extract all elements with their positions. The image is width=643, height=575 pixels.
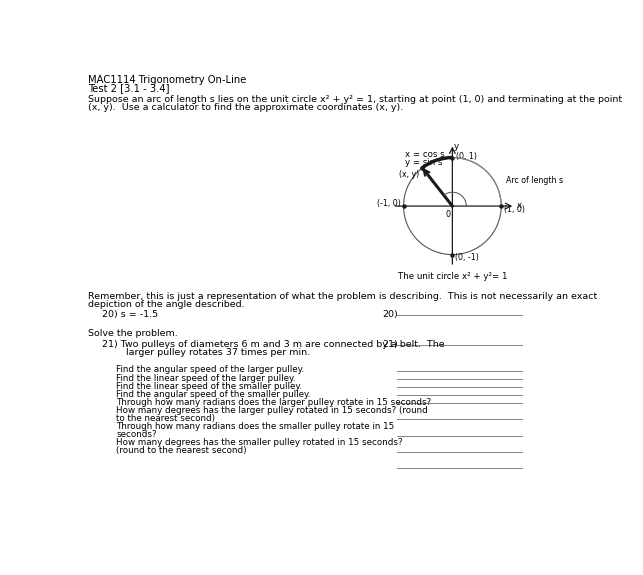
Text: The unit circle x² + y²= 1: The unit circle x² + y²= 1	[397, 271, 507, 281]
Text: depiction of the angle described.: depiction of the angle described.	[88, 300, 245, 309]
Text: Solve the problem.: Solve the problem.	[88, 329, 178, 338]
Text: Find the angular speed of the smaller pulley.: Find the angular speed of the smaller pu…	[116, 390, 311, 398]
Text: Test 2 [3.1 - 3.4]: Test 2 [3.1 - 3.4]	[88, 83, 170, 93]
Text: (1, 0): (1, 0)	[504, 205, 525, 214]
Text: Arc of length s: Arc of length s	[506, 177, 563, 185]
Text: Through how many radians does the larger pulley rotate in 15 seconds?: Through how many radians does the larger…	[116, 398, 431, 407]
Text: (round to the nearest second): (round to the nearest second)	[116, 446, 247, 455]
Text: (0, 1): (0, 1)	[457, 151, 477, 160]
Text: Suppose an arc of length s lies on the unit circle x² + y² = 1, starting at poin: Suppose an arc of length s lies on the u…	[88, 95, 622, 104]
Text: x: x	[517, 201, 522, 210]
Text: Remember, this is just a representation of what the problem is describing.  This: Remember, this is just a representation …	[88, 292, 597, 301]
Text: How many degrees has the larger pulley rotated in 15 seconds? (round: How many degrees has the larger pulley r…	[116, 406, 428, 415]
Text: Find the angular speed of the larger pulley.: Find the angular speed of the larger pul…	[116, 366, 304, 374]
Text: 21): 21)	[383, 340, 399, 349]
Text: How many degrees has the smaller pulley rotated in 15 seconds?: How many degrees has the smaller pulley …	[116, 438, 403, 447]
Text: (x, y): (x, y)	[399, 170, 419, 179]
Text: 0: 0	[445, 210, 450, 219]
Text: (-1, 0): (-1, 0)	[377, 200, 401, 208]
Text: 21) Two pulleys of diameters 6 m and 3 m are connected by a belt.  The: 21) Two pulleys of diameters 6 m and 3 m…	[102, 340, 445, 349]
Text: Find the linear speed of the smaller pulley.: Find the linear speed of the smaller pul…	[116, 382, 302, 390]
Text: x = cos s: x = cos s	[405, 150, 445, 159]
Text: Find the linear speed of the larger pulley.: Find the linear speed of the larger pull…	[116, 374, 296, 382]
Text: y = sin s: y = sin s	[405, 158, 442, 167]
Text: larger pulley rotates 37 times per min.: larger pulley rotates 37 times per min.	[102, 348, 310, 356]
Text: Through how many radians does the smaller pulley rotate in 15: Through how many radians does the smalle…	[116, 422, 394, 431]
Text: y: y	[454, 142, 459, 151]
Text: (x, y).  Use a calculator to find the approximate coordinates (x, y).: (x, y). Use a calculator to find the app…	[88, 103, 403, 112]
Text: (0, -1): (0, -1)	[455, 253, 479, 262]
Text: 20): 20)	[383, 310, 399, 319]
Text: to the nearest second): to the nearest second)	[116, 414, 215, 423]
Text: 20) s = -1.5: 20) s = -1.5	[102, 310, 158, 319]
Text: MAC1114 Trigonometry On-Line: MAC1114 Trigonometry On-Line	[88, 75, 246, 85]
Text: seconds?: seconds?	[116, 430, 157, 439]
